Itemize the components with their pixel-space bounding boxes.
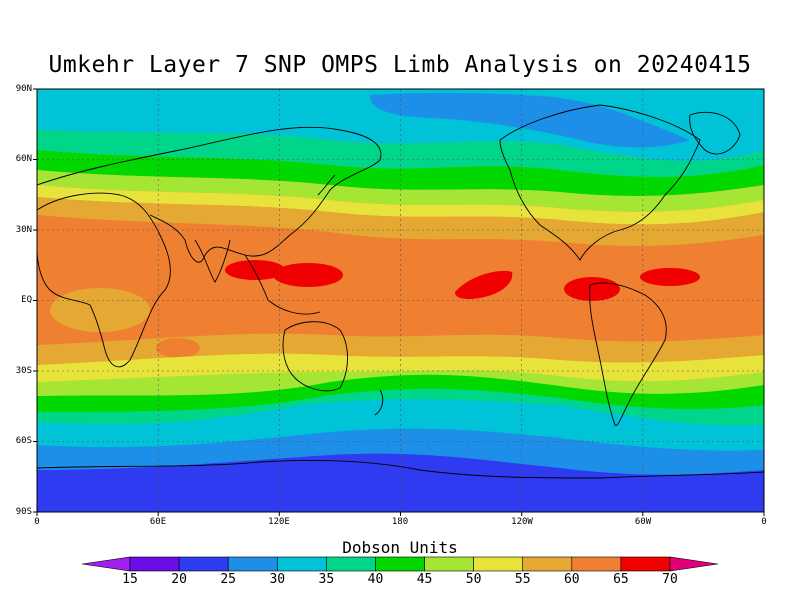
colorbar-label: 15 (122, 572, 138, 587)
y-tick-60n: 60N (15, 154, 32, 164)
orange-patch-indian (156, 338, 200, 358)
coast-australia (282, 321, 348, 392)
coast-greenland (689, 111, 741, 155)
coastlines (37, 104, 764, 479)
x-tick-0: 0 (34, 517, 40, 527)
colorbar-swatch (375, 556, 425, 572)
colorbar-swatch (424, 556, 474, 572)
colorbar-label: 40 (367, 572, 384, 587)
colorbar-label: 65 (613, 572, 629, 587)
gold-patch-africa (50, 288, 150, 332)
coast-africa (37, 192, 171, 368)
colorbar-label: 35 (318, 572, 335, 587)
colorbar-swatch (522, 556, 573, 572)
coast-north-america (499, 104, 701, 261)
y-tick-30n: 30N (15, 225, 32, 235)
colorbar-swatch (473, 556, 524, 572)
max-westpac (273, 263, 343, 287)
x-tick-0-end: 0 (761, 517, 767, 527)
colorbar-swatch (178, 556, 229, 572)
grid (37, 89, 764, 512)
colorbar-label: 45 (416, 572, 433, 587)
y-tick-eq: EQ (21, 295, 32, 305)
x-tick-120w: 120W (511, 517, 533, 527)
y-tick-90s: 90S (15, 507, 32, 517)
x-tick-120e: 120E (268, 517, 290, 527)
y-tick-90n: 90N (15, 84, 32, 94)
coast-eurasia (37, 126, 382, 263)
band-north-gold (37, 197, 764, 246)
colorbar-swatch (129, 556, 180, 572)
colorbar-label: 60 (563, 572, 580, 587)
x-tick-60e: 60E (149, 517, 167, 527)
colorbar-label: 25 (220, 572, 236, 587)
colorbar-label: 30 (269, 572, 286, 587)
band-north-green (37, 150, 764, 196)
x-tick-60w: 60W (634, 517, 652, 527)
colorbar-swatch (571, 556, 622, 572)
colorbar-swatch (276, 556, 327, 572)
colorbar-arrow-low (81, 556, 131, 572)
coast-antarctica (37, 460, 764, 479)
colorbar-label: 70 (662, 572, 678, 587)
colorbar-arrow-high (669, 556, 719, 572)
y-tick-60s: 60S (15, 436, 32, 446)
coast-india (194, 239, 231, 283)
map-title: Umkehr Layer 7 SNP OMPS Limb Analysis on… (48, 52, 752, 78)
coast-nz (374, 389, 384, 416)
coast-south-america (589, 282, 667, 426)
colorbar-label: 20 (171, 572, 187, 587)
band-south-blue (37, 453, 764, 512)
x-tick-180: 180 (391, 517, 409, 527)
max-atlantic (640, 268, 700, 286)
colorbar-swatch (326, 556, 376, 572)
max-central-pacific (455, 270, 513, 299)
max-indian (225, 260, 285, 280)
colorbar-label: 50 (465, 572, 482, 587)
colorbar-title: Dobson Units (342, 538, 458, 557)
coast-japan (317, 174, 336, 196)
coast-seasia (244, 254, 321, 315)
band-north-blue (370, 92, 690, 148)
y-tick-30s: 30S (15, 366, 32, 376)
colorbar-label: 55 (514, 572, 531, 587)
tick-marks (33, 88, 765, 516)
colorbar-swatch (620, 556, 671, 572)
colorbar-swatch (227, 556, 278, 572)
